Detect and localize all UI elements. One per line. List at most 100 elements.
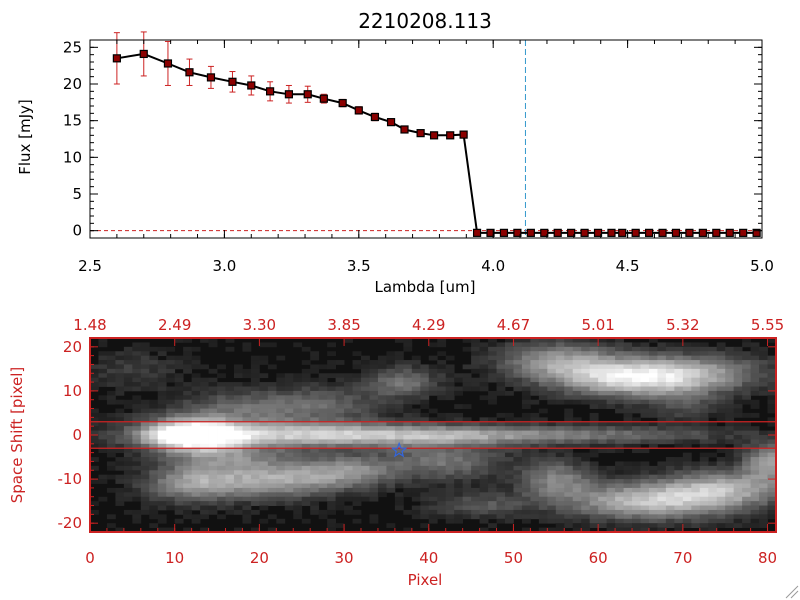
image-pixel <box>361 430 370 436</box>
image-pixel <box>157 527 167 533</box>
image-pixel <box>403 412 413 418</box>
image-pixel <box>200 382 209 387</box>
image-pixel <box>208 470 218 476</box>
image-pixel <box>233 443 243 449</box>
image-pixel <box>454 404 464 409</box>
image-pixel <box>632 501 641 506</box>
spectrum-axes-frame <box>89 39 763 239</box>
image-pixel <box>369 404 379 409</box>
image-pixel <box>115 386 125 392</box>
image-pixel <box>361 483 370 489</box>
image-pixel <box>725 399 735 405</box>
image-pixel <box>344 452 353 458</box>
image-pixel <box>208 342 218 348</box>
image-pixel <box>403 435 413 440</box>
data-point <box>185 68 194 77</box>
data-point <box>472 228 482 237</box>
image-pixel <box>504 465 514 471</box>
image-pixel <box>750 386 760 392</box>
image-pixel <box>233 465 243 471</box>
image-pixel <box>682 426 692 431</box>
image-top-wavelength-label: 3.85 <box>327 316 360 334</box>
image-pixel <box>521 351 531 357</box>
image-pixel <box>115 364 125 370</box>
image-pixel <box>640 523 650 528</box>
image-pixel <box>538 443 548 449</box>
image-pixel <box>665 523 675 528</box>
image-pixel <box>445 479 455 484</box>
image-pixel <box>420 430 430 436</box>
image-pixel <box>572 492 582 498</box>
image-pixel <box>411 492 421 498</box>
image-pixel <box>521 417 531 423</box>
image-pixel <box>547 514 557 520</box>
image-pixel <box>733 505 743 511</box>
image-pixel <box>318 509 328 515</box>
image-pixel <box>318 452 328 458</box>
image-pixel <box>242 474 252 480</box>
image-pixel <box>140 377 150 383</box>
image-pixel <box>716 465 726 471</box>
image-pixel <box>648 509 658 515</box>
image-pixel <box>445 509 455 515</box>
image-pixel <box>530 514 540 520</box>
image-pixel <box>327 399 337 405</box>
image-pixel <box>293 452 303 458</box>
image-pixel <box>733 390 743 396</box>
image-pixel <box>386 360 396 365</box>
image-pixel <box>183 426 193 431</box>
image-pixel <box>233 483 243 489</box>
image-pixel <box>547 509 557 515</box>
image-pixel <box>437 465 447 471</box>
image-pixel <box>615 505 624 511</box>
image-pixel <box>123 461 133 467</box>
image-pixel <box>733 377 743 383</box>
image-pixel <box>767 430 777 436</box>
image-pixel <box>657 483 667 489</box>
image-pixel <box>98 474 108 480</box>
image-pixel <box>284 421 294 427</box>
image-pixel <box>98 368 108 374</box>
image-pixel <box>259 501 269 506</box>
image-pixel <box>386 364 396 370</box>
image-pixel <box>293 399 303 405</box>
image-pixel <box>750 479 760 484</box>
image-pixel <box>250 382 260 387</box>
image-pixel <box>242 386 252 392</box>
image-pixel <box>699 417 709 423</box>
image-pixel <box>564 461 574 467</box>
image-pixel <box>496 496 506 502</box>
image-pixel <box>708 435 718 440</box>
image-pixel <box>504 479 514 484</box>
image-pixel <box>394 364 404 370</box>
image-pixel <box>725 496 735 502</box>
image-pixel <box>725 501 735 506</box>
image-pixel <box>708 395 718 401</box>
image-pixel <box>513 338 523 343</box>
image-pixel <box>191 355 201 361</box>
image-pixel <box>157 412 167 418</box>
image-pixel <box>115 474 125 480</box>
image-pixel <box>598 373 608 379</box>
image-pixel <box>344 430 353 436</box>
image-pixel <box>386 439 396 445</box>
image-x-tick-label: 30 <box>335 549 354 567</box>
image-pixel <box>115 443 125 449</box>
image-pixel <box>344 377 353 383</box>
image-pixel <box>742 386 751 392</box>
image-pixel <box>377 479 387 484</box>
image-pixel <box>759 364 768 370</box>
image-pixel <box>581 479 591 484</box>
image-pixel <box>361 465 370 471</box>
image-pixel <box>708 386 718 392</box>
image-pixel <box>733 448 743 454</box>
image-pixel <box>488 523 497 528</box>
image-pixel <box>564 412 574 418</box>
image-top-wavelength-label: 2.49 <box>158 316 191 334</box>
image-pixel <box>123 364 133 370</box>
image-pixel <box>589 338 599 343</box>
image-pixel <box>767 487 777 493</box>
image-pixel <box>606 399 616 405</box>
image-pixel <box>733 382 743 387</box>
image-pixel <box>496 430 506 436</box>
